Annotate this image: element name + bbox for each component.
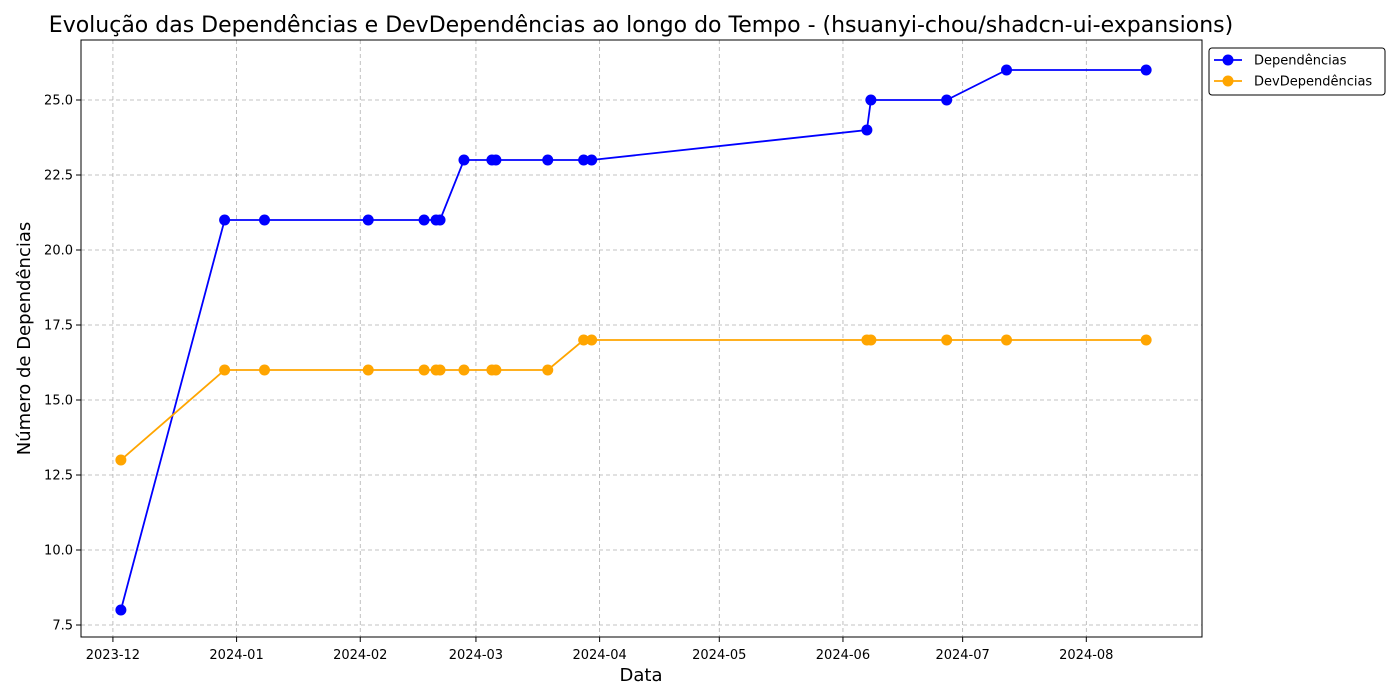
data-point-dependencias bbox=[941, 94, 953, 106]
data-point-devdependencias bbox=[490, 364, 502, 376]
series-devdependencias bbox=[115, 334, 1152, 466]
data-point-devdependencias bbox=[1140, 334, 1152, 346]
data-point-devdependencias bbox=[586, 334, 598, 346]
data-point-dependencias bbox=[115, 604, 127, 616]
plot-frame bbox=[80, 39, 1203, 638]
data-point-devdependencias bbox=[362, 364, 374, 376]
x-axis: 2023-12 2024-01 2024-02 2024-03 2024-04 2024-… bbox=[86, 637, 1113, 663]
data-point-dependencias bbox=[1140, 64, 1152, 76]
data-point-dependencias bbox=[490, 154, 502, 166]
data-point-dependencias bbox=[578, 154, 590, 166]
data-point-devdependencias bbox=[259, 364, 271, 376]
legend-box bbox=[1208, 47, 1386, 96]
data-point-dependencias bbox=[362, 214, 374, 226]
y-axis-title: Número de Dependências bbox=[14, 222, 35, 456]
chart-title: Evolução das Dependências e DevDependênc… bbox=[49, 13, 1233, 38]
data-point-devdependencias bbox=[458, 364, 470, 376]
data-point-devdependencias bbox=[1001, 334, 1013, 346]
series-dependencias bbox=[115, 64, 1152, 616]
y-tick-label: 17.5 bbox=[44, 319, 73, 334]
y-tick-label: 15.0 bbox=[44, 394, 73, 409]
data-point-devdependencias bbox=[434, 364, 446, 376]
legend: Dependências DevDependências bbox=[1208, 47, 1386, 96]
x-axis-title: Data bbox=[620, 665, 663, 686]
data-point-dependencias bbox=[458, 154, 470, 166]
y-tick-label: 12.5 bbox=[44, 469, 73, 484]
y-tick-label: 7.5 bbox=[52, 619, 73, 634]
series-layer bbox=[115, 64, 1152, 616]
legend-marker-devdependencias bbox=[1222, 75, 1234, 87]
data-point-dependencias bbox=[434, 214, 446, 226]
legend-marker-dependencias bbox=[1222, 54, 1234, 66]
data-point-devdependencias bbox=[418, 364, 430, 376]
data-point-devdependencias bbox=[941, 334, 953, 346]
legend-label-devdependencias: DevDependências bbox=[1254, 75, 1372, 90]
y-tick-label: 10.0 bbox=[44, 544, 73, 559]
data-point-dependencias bbox=[1001, 64, 1013, 76]
x-tick-label: 2024-08 bbox=[1059, 648, 1113, 663]
data-point-dependencias bbox=[542, 154, 554, 166]
legend-label-dependencias: Dependências bbox=[1254, 54, 1347, 69]
x-tick-label: 2024-05 bbox=[692, 648, 746, 663]
y-tick-label: 25.0 bbox=[44, 94, 73, 109]
data-point-devdependencias bbox=[542, 364, 554, 376]
data-point-dependencias bbox=[219, 214, 231, 226]
y-tick-label: 22.5 bbox=[44, 169, 73, 184]
x-tick-label: 2024-03 bbox=[449, 648, 503, 663]
grid bbox=[81, 40, 1202, 637]
x-tick-label: 2024-02 bbox=[333, 648, 387, 663]
data-point-dependencias bbox=[418, 214, 430, 226]
data-point-devdependencias bbox=[115, 454, 127, 466]
data-point-devdependencias bbox=[865, 334, 877, 346]
data-point-dependencias bbox=[259, 214, 271, 226]
x-tick-label: 2024-07 bbox=[935, 648, 989, 663]
data-point-devdependencias bbox=[219, 364, 231, 376]
x-tick-label: 2023-12 bbox=[86, 648, 140, 663]
data-point-dependencias bbox=[865, 94, 877, 106]
y-tick-label: 20.0 bbox=[44, 244, 73, 259]
data-point-dependencias bbox=[586, 154, 598, 166]
data-point-dependencias bbox=[861, 124, 873, 136]
x-tick-label: 2024-06 bbox=[816, 648, 870, 663]
data-point-devdependencias bbox=[578, 334, 590, 346]
x-tick-label: 2024-04 bbox=[572, 648, 626, 663]
x-tick-label: 2024-01 bbox=[209, 648, 263, 663]
y-axis: 7.5 10.0 12.5 15.0 17.5 20.0 22.5 25.0 bbox=[44, 94, 81, 634]
